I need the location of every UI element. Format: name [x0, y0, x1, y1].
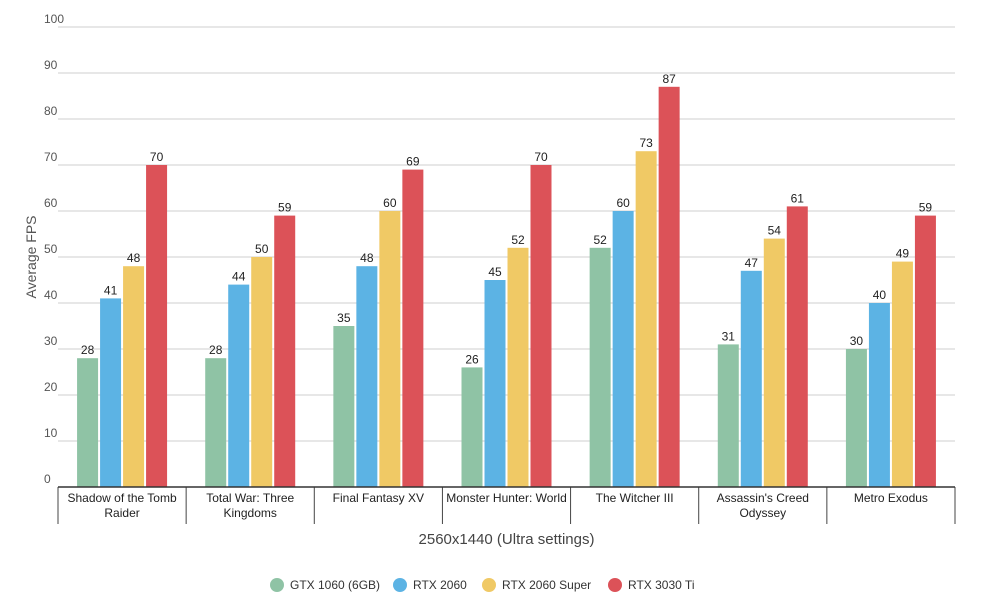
bar-rtx-2060: [356, 266, 378, 487]
bar-value-label: 59: [919, 201, 933, 215]
bar-rtx-2060-super: [379, 211, 401, 487]
bar-gtx-1060-6gb-: [461, 367, 483, 487]
bar-value-label: 26: [465, 352, 479, 366]
bar-value-label: 73: [639, 136, 653, 150]
y-tick-label: 10: [44, 426, 58, 440]
y-axis-label: Average FPS: [23, 215, 39, 298]
bar-value-label: 70: [534, 150, 548, 164]
y-tick-label: 30: [44, 334, 58, 348]
bar-rtx-3030-ti: [786, 206, 808, 487]
bar-value-label: 35: [337, 311, 351, 325]
y-tick-label: 70: [44, 150, 58, 164]
bar-rtx-2060-super: [507, 247, 529, 487]
x-tick-label: Raider: [104, 506, 139, 520]
bar-value-label: 52: [511, 233, 525, 247]
bar-rtx-3030-ti: [146, 165, 168, 487]
legend-swatch: [393, 578, 407, 592]
y-tick-label: 60: [44, 196, 58, 210]
bar-gtx-1060-6gb-: [589, 247, 611, 487]
x-tick-label: Assassin's Creed: [717, 491, 809, 505]
legend-swatch: [608, 578, 622, 592]
bar-gtx-1060-6gb-: [77, 358, 99, 487]
legend-label: RTX 2060: [413, 578, 467, 592]
bar-rtx-3030-ti: [402, 169, 424, 487]
bar-rtx-2060: [868, 303, 890, 487]
bar-value-label: 69: [406, 155, 420, 169]
y-tick-label: 90: [44, 58, 58, 72]
bar-rtx-2060: [612, 211, 634, 487]
bar-rtx-3030-ti: [530, 165, 552, 487]
legend-swatch: [270, 578, 284, 592]
bar-rtx-2060: [740, 270, 762, 487]
bar-value-label: 54: [768, 224, 782, 238]
legend-label: RTX 3030 Ti: [628, 578, 694, 592]
bar-rtx-2060-super: [251, 257, 273, 487]
bar-value-label: 70: [150, 150, 164, 164]
bar-value-label: 50: [255, 242, 269, 256]
bar-value-label: 60: [383, 196, 397, 210]
bar-gtx-1060-6gb-: [845, 349, 867, 487]
bar-gtx-1060-6gb-: [717, 344, 739, 487]
bar-value-label: 87: [662, 72, 676, 86]
bar-value-label: 28: [209, 343, 223, 357]
bar-rtx-3030-ti: [274, 215, 296, 487]
bar-rtx-2060-super: [123, 266, 145, 487]
bar-value-label: 41: [104, 283, 118, 297]
y-tick-label: 50: [44, 242, 58, 256]
x-axis-label: 2560x1440 (Ultra settings): [419, 531, 595, 548]
bar-value-label: 44: [232, 270, 246, 284]
bar-rtx-2060: [484, 280, 506, 487]
bar-value-label: 40: [873, 288, 887, 302]
bar-value-label: 48: [360, 251, 374, 265]
bar-value-label: 28: [81, 343, 95, 357]
bar-value-label: 59: [278, 201, 292, 215]
bar-rtx-2060-super: [891, 261, 913, 487]
x-tick-label: Monster Hunter: World: [446, 491, 567, 505]
x-tick-label: Total War: Three: [206, 491, 294, 505]
x-tick-label: Odyssey: [739, 506, 786, 520]
bar-rtx-2060: [228, 284, 250, 487]
y-tick-label: 80: [44, 104, 58, 118]
bar-value-label: 47: [745, 256, 759, 270]
legend-label: GTX 1060 (6GB): [290, 578, 380, 592]
bar-rtx-3030-ti: [658, 86, 680, 488]
legend-label: RTX 2060 Super: [502, 578, 591, 592]
bar-rtx-3030-ti: [914, 215, 936, 487]
y-tick-label: 20: [44, 380, 58, 394]
bar-value-label: 60: [616, 196, 630, 210]
bar-value-label: 61: [791, 191, 805, 205]
bar-rtx-2060-super: [635, 151, 657, 487]
legend-swatch: [482, 578, 496, 592]
x-tick-label: Metro Exodus: [854, 491, 928, 505]
bar-value-label: 52: [593, 233, 607, 247]
y-tick-label: 0: [44, 472, 51, 486]
x-tick-label: The Witcher III: [596, 491, 674, 505]
bar-rtx-2060-super: [763, 238, 785, 487]
bar-value-label: 48: [127, 251, 141, 265]
bar-value-label: 30: [850, 334, 864, 348]
x-tick-label: Kingdoms: [224, 506, 277, 520]
x-tick-label: Final Fantasy XV: [333, 491, 424, 505]
bar-gtx-1060-6gb-: [333, 326, 355, 487]
y-tick-label: 40: [44, 288, 58, 302]
bar-rtx-2060: [100, 298, 122, 487]
bar-gtx-1060-6gb-: [205, 358, 227, 487]
y-tick-label: 100: [44, 12, 64, 26]
bar-value-label: 45: [488, 265, 502, 279]
bar-value-label: 31: [722, 329, 736, 343]
x-tick-label: Shadow of the Tomb: [67, 491, 177, 505]
bar-value-label: 49: [896, 247, 910, 261]
